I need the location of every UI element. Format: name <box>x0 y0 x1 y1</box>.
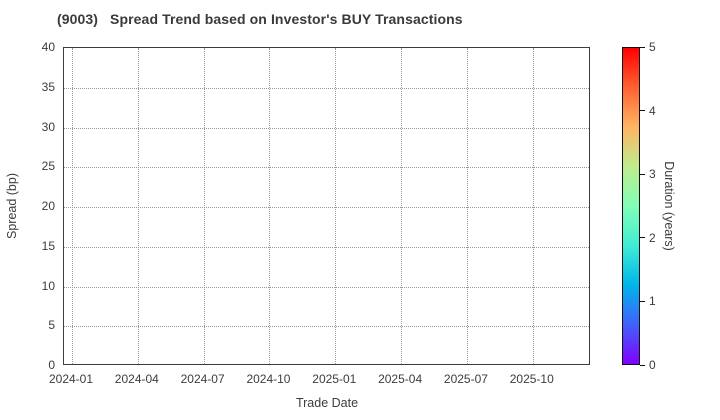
h-gridline <box>64 207 589 208</box>
h-gridline <box>64 127 589 129</box>
colorbar-tick <box>640 300 645 302</box>
h-gridline <box>64 326 589 328</box>
y-tick-label: 35 <box>41 79 55 94</box>
x-tick-label: 2024-07 <box>180 372 225 386</box>
x-tick-label: 2025-01 <box>312 372 357 386</box>
v-gridline <box>203 48 205 364</box>
colorbar-tick-label: 1 <box>649 294 656 309</box>
y-tick-label: 20 <box>41 199 55 213</box>
h-gridline <box>64 246 589 248</box>
v-gridline <box>401 48 403 364</box>
colorbar-gradient <box>622 47 640 365</box>
v-gridline <box>269 48 271 364</box>
y-tick-label: 40 <box>41 40 55 54</box>
h-gridline <box>64 87 589 89</box>
plot-area <box>63 47 590 365</box>
x-tick-label: 2025-10 <box>509 372 554 386</box>
x-tick-label: 2025-07 <box>443 372 488 386</box>
x-tick-label: 2024-04 <box>114 372 159 386</box>
h-gridline <box>64 167 589 169</box>
chart-title: (9003) Spread Trend based on Investor's … <box>57 11 463 27</box>
h-gridline <box>64 286 589 288</box>
x-tick-label: 2024-01 <box>48 372 94 386</box>
v-gridline <box>532 48 534 364</box>
colorbar-tick-label: 4 <box>649 103 656 118</box>
y-tick-label: 5 <box>48 318 55 333</box>
colorbar-tick <box>640 173 645 175</box>
y-tick-label: 15 <box>41 238 55 253</box>
v-gridline <box>466 48 468 364</box>
y-tick-label: 25 <box>41 159 55 174</box>
y-tick-label: 0 <box>48 358 55 372</box>
colorbar-tick-label: 3 <box>649 167 656 182</box>
colorbar-tick-label: 0 <box>649 358 656 372</box>
y-tick-label: 30 <box>41 119 55 134</box>
colorbar-tick-label: 2 <box>649 230 656 245</box>
x-tick-label: 2025-04 <box>378 372 423 386</box>
colorbar-tick <box>640 237 645 239</box>
v-gridline <box>335 48 337 364</box>
y-tick-label: 10 <box>41 278 55 293</box>
x-axis-label: Trade Date <box>295 396 359 410</box>
x-tick-label: 2024-10 <box>246 372 291 386</box>
colorbar-tick <box>640 46 645 48</box>
colorbar-tick <box>640 110 645 112</box>
colorbar-tick <box>640 364 645 366</box>
v-gridline <box>137 48 139 364</box>
colorbar-tick-label: 5 <box>649 40 656 54</box>
v-gridline <box>72 48 73 364</box>
